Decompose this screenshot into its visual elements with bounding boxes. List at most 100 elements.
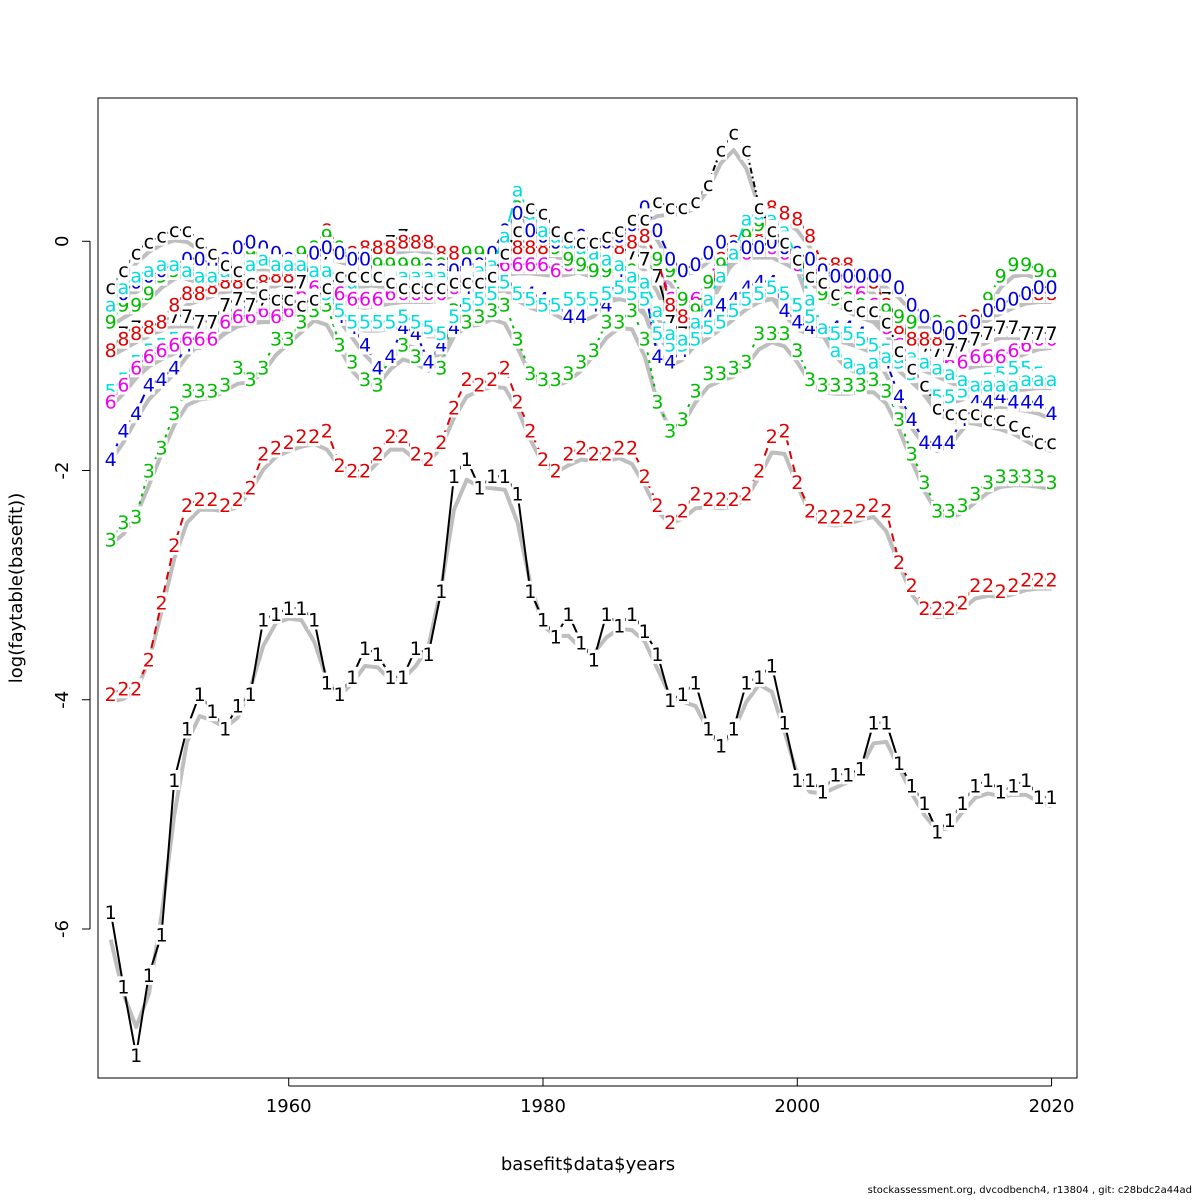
data-point-label: 5 — [410, 312, 422, 334]
data-point-label: 6 — [957, 352, 969, 374]
marker-bg — [359, 460, 371, 481]
marker-bg — [727, 718, 740, 739]
data-point-label: 3 — [817, 375, 829, 397]
data-point-label: 0 — [855, 266, 867, 288]
y-tick-label: -4 — [52, 691, 73, 709]
data-point-label: 2 — [257, 443, 269, 465]
marker-bg — [155, 368, 168, 389]
marker-bg — [244, 477, 257, 498]
data-point-label: 1 — [690, 673, 702, 695]
marker-bg — [982, 391, 994, 412]
marker-bg — [142, 649, 155, 670]
data-point-label: c — [919, 375, 929, 397]
marker-bg — [1020, 357, 1033, 378]
data-point-label: 3 — [918, 472, 930, 494]
data-point-label: 7 — [957, 334, 969, 356]
data-point-label: 5 — [512, 283, 524, 305]
marker-bg — [613, 615, 626, 636]
data-point-label: 3 — [334, 334, 346, 356]
data-point-label: 3 — [957, 495, 969, 517]
data-point-label: a — [880, 346, 892, 368]
data-point-label: 1 — [664, 690, 676, 712]
data-point-label: a — [257, 248, 269, 270]
data-point-label: c — [245, 271, 255, 293]
marker-bg — [804, 368, 816, 389]
y-tick-label: -2 — [52, 462, 73, 480]
data-point-label: c — [703, 174, 713, 196]
data-point-label: 2 — [677, 501, 689, 523]
marker-bg — [117, 512, 130, 533]
data-point-label: a — [270, 254, 282, 276]
data-point-label: 9 — [1020, 254, 1032, 276]
data-point-label: 2 — [537, 449, 549, 471]
data-point-label: 3 — [295, 312, 307, 334]
data-point-label: 2 — [664, 512, 676, 534]
data-point-label: 1 — [880, 713, 892, 735]
marker-bg — [702, 718, 715, 739]
data-point-label: 1 — [766, 655, 778, 677]
data-point-label: a — [652, 300, 664, 322]
data-point-label: 2 — [944, 598, 956, 620]
marker-bg — [206, 701, 219, 722]
data-point-label: 1 — [550, 627, 562, 649]
marker-bg — [219, 494, 232, 515]
marker-bg — [943, 598, 956, 619]
data-point-label: 1 — [715, 736, 727, 758]
data-point-label: 1 — [206, 701, 218, 723]
marker-bg — [867, 494, 880, 515]
data-point-label: 9 — [893, 306, 905, 328]
data-point-label: c — [233, 260, 243, 282]
data-point-label: 1 — [219, 718, 231, 740]
data-point-label: 3 — [270, 329, 282, 351]
data-point-label: 5 — [448, 306, 460, 328]
data-point-label: 5 — [944, 386, 956, 408]
data-point-label: 2 — [562, 443, 574, 465]
marker-bg — [397, 334, 410, 355]
data-point-label: 1 — [855, 759, 867, 781]
marker-bg — [778, 322, 791, 343]
data-point-label: c — [576, 231, 586, 253]
data-point-label: 9 — [130, 294, 142, 316]
data-point-label: c — [754, 197, 764, 219]
data-point-label: 2 — [550, 461, 562, 483]
data-point-label: 1 — [105, 902, 117, 924]
marker-bg — [486, 368, 499, 389]
data-point-label: a — [957, 369, 969, 391]
marker-bg — [600, 603, 613, 624]
data-point-label: c — [970, 403, 980, 425]
marker-bg — [982, 769, 994, 790]
data-point-label: 5 — [753, 283, 765, 305]
marker-bg — [575, 632, 588, 653]
data-point-label: 3 — [575, 352, 587, 374]
marker-bg — [854, 500, 867, 521]
marker-bg — [193, 282, 206, 303]
data-point-label: 1 — [397, 667, 409, 689]
marker-bg — [448, 305, 460, 326]
data-point-label: 5 — [804, 306, 816, 328]
data-point-label: 3 — [194, 380, 206, 402]
data-point-label: 2 — [1046, 569, 1058, 591]
marker-bg — [257, 357, 270, 378]
data-point-label: 0 — [1033, 277, 1045, 299]
data-point-label: 6 — [995, 346, 1007, 368]
data-point-label: 1 — [410, 638, 422, 660]
marker-bg — [575, 351, 588, 372]
marker-bg — [193, 380, 206, 401]
data-point-label: c — [639, 208, 649, 230]
data-point-label: 0 — [1020, 283, 1032, 305]
data-point-label: 1 — [334, 684, 346, 706]
marker-bg — [333, 334, 346, 355]
marker-bg — [333, 454, 346, 475]
marker-bg — [346, 666, 359, 687]
marker-bg — [1032, 391, 1045, 412]
marker-bg — [804, 500, 816, 521]
marker-bg — [689, 672, 702, 693]
data-point-label: 6 — [181, 329, 193, 351]
data-point-label: 5 — [372, 312, 384, 334]
marker-bg — [130, 506, 143, 527]
data-point-label: 0 — [321, 237, 333, 259]
marker-bg — [943, 386, 956, 407]
marker-bg — [346, 351, 359, 372]
data-point-label: 2 — [957, 592, 969, 614]
